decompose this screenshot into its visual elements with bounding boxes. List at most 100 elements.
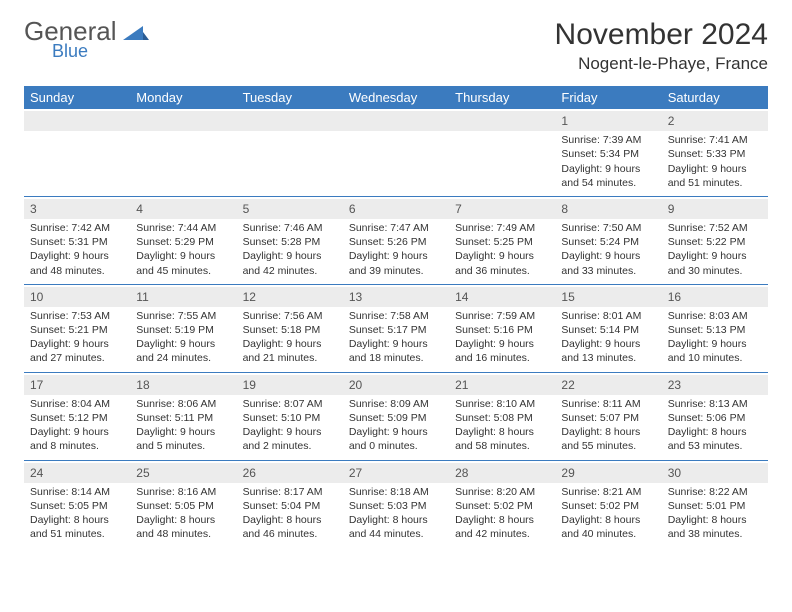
day-sunset: Sunset: 5:11 PM <box>136 411 230 425</box>
calendar-day-cell: 1Sunrise: 7:39 AMSunset: 5:34 PMDaylight… <box>555 109 661 196</box>
calendar-day-cell: 14Sunrise: 7:59 AMSunset: 5:16 PMDayligh… <box>449 284 555 372</box>
day-number: 29 <box>555 463 661 483</box>
day-number-empty <box>130 111 236 131</box>
day-number-empty <box>449 111 555 131</box>
day-daylight: Daylight: 8 hours and 55 minutes. <box>561 425 655 453</box>
day-sunset: Sunset: 5:14 PM <box>561 323 655 337</box>
day-sunrise: Sunrise: 8:06 AM <box>136 397 230 411</box>
brand-mark-icon <box>123 22 149 49</box>
day-sunset: Sunset: 5:19 PM <box>136 323 230 337</box>
day-daylight: Daylight: 9 hours and 0 minutes. <box>349 425 443 453</box>
calendar-day-cell: 9 Sunrise: 7:52 AMSunset: 5:22 PMDaylight… <box>662 196 768 284</box>
day-sunset: Sunset: 5:03 PM <box>349 499 443 513</box>
day-number: 24 <box>24 463 130 483</box>
day-number: 17 <box>24 375 130 395</box>
dayhead-tue: Tuesday <box>237 86 343 109</box>
day-sunrise: Sunrise: 8:14 AM <box>30 485 124 499</box>
day-daylight: Daylight: 8 hours and 48 minutes. <box>136 513 230 541</box>
calendar-day-cell: 5Sunrise: 7:46 AMSunset: 5:28 PMDaylight… <box>237 196 343 284</box>
calendar-day-cell <box>237 109 343 196</box>
day-sunset: Sunset: 5:16 PM <box>455 323 549 337</box>
day-sunset: Sunset: 5:18 PM <box>243 323 337 337</box>
calendar-day-cell: 28Sunrise: 8:20 AMSunset: 5:02 PMDayligh… <box>449 460 555 547</box>
day-number: 19 <box>237 375 343 395</box>
location-label: Nogent-le-Phaye, France <box>555 54 768 74</box>
day-number: 21 <box>449 375 555 395</box>
day-sunrise: Sunrise: 7:59 AM <box>455 309 549 323</box>
day-daylight: Daylight: 8 hours and 40 minutes. <box>561 513 655 541</box>
dayhead-sun: Sunday <box>24 86 130 109</box>
day-sunset: Sunset: 5:25 PM <box>455 235 549 249</box>
month-title: November 2024 <box>555 18 768 52</box>
day-sunset: Sunset: 5:10 PM <box>243 411 337 425</box>
day-number-empty <box>343 111 449 131</box>
calendar-day-cell: 4Sunrise: 7:44 AMSunset: 5:29 PMDaylight… <box>130 196 236 284</box>
calendar-week-row: 3Sunrise: 7:42 AMSunset: 5:31 PMDaylight… <box>24 196 768 284</box>
calendar-day-cell: 10Sunrise: 7:53 AMSunset: 5:21 PMDayligh… <box>24 284 130 372</box>
day-number: 22 <box>555 375 661 395</box>
day-daylight: Daylight: 9 hours and 18 minutes. <box>349 337 443 365</box>
day-sunset: Sunset: 5:04 PM <box>243 499 337 513</box>
day-daylight: Daylight: 9 hours and 27 minutes. <box>30 337 124 365</box>
day-daylight: Daylight: 9 hours and 24 minutes. <box>136 337 230 365</box>
calendar-day-cell <box>343 109 449 196</box>
day-sunset: Sunset: 5:09 PM <box>349 411 443 425</box>
day-daylight: Daylight: 9 hours and 30 minutes. <box>668 249 762 277</box>
day-daylight: Daylight: 9 hours and 2 minutes. <box>243 425 337 453</box>
calendar-day-cell: 20Sunrise: 8:09 AMSunset: 5:09 PMDayligh… <box>343 372 449 460</box>
day-number: 30 <box>662 463 768 483</box>
calendar-day-cell: 29Sunrise: 8:21 AMSunset: 5:02 PMDayligh… <box>555 460 661 547</box>
calendar-day-cell: 24Sunrise: 8:14 AMSunset: 5:05 PMDayligh… <box>24 460 130 547</box>
calendar-day-cell: 23Sunrise: 8:13 AMSunset: 5:06 PMDayligh… <box>662 372 768 460</box>
calendar-day-cell: 13Sunrise: 7:58 AMSunset: 5:17 PMDayligh… <box>343 284 449 372</box>
calendar-day-cell: 3Sunrise: 7:42 AMSunset: 5:31 PMDaylight… <box>24 196 130 284</box>
calendar-day-cell: 12Sunrise: 7:56 AMSunset: 5:18 PMDayligh… <box>237 284 343 372</box>
day-daylight: Daylight: 9 hours and 33 minutes. <box>561 249 655 277</box>
day-daylight: Daylight: 8 hours and 42 minutes. <box>455 513 549 541</box>
day-sunset: Sunset: 5:01 PM <box>668 499 762 513</box>
day-sunrise: Sunrise: 8:11 AM <box>561 397 655 411</box>
day-sunset: Sunset: 5:07 PM <box>561 411 655 425</box>
day-sunrise: Sunrise: 7:47 AM <box>349 221 443 235</box>
day-number: 27 <box>343 463 449 483</box>
calendar-day-cell: 26Sunrise: 8:17 AMSunset: 5:04 PMDayligh… <box>237 460 343 547</box>
day-sunrise: Sunrise: 7:50 AM <box>561 221 655 235</box>
day-daylight: Daylight: 8 hours and 51 minutes. <box>30 513 124 541</box>
day-sunrise: Sunrise: 7:56 AM <box>243 309 337 323</box>
day-sunrise: Sunrise: 8:18 AM <box>349 485 443 499</box>
calendar-week-row: 17Sunrise: 8:04 AMSunset: 5:12 PMDayligh… <box>24 372 768 460</box>
day-sunrise: Sunrise: 7:42 AM <box>30 221 124 235</box>
day-sunrise: Sunrise: 8:07 AM <box>243 397 337 411</box>
day-sunset: Sunset: 5:21 PM <box>30 323 124 337</box>
day-number: 25 <box>130 463 236 483</box>
day-number: 13 <box>343 287 449 307</box>
day-sunrise: Sunrise: 7:46 AM <box>243 221 337 235</box>
day-sunset: Sunset: 5:22 PM <box>668 235 762 249</box>
day-daylight: Daylight: 8 hours and 44 minutes. <box>349 513 443 541</box>
day-daylight: Daylight: 8 hours and 58 minutes. <box>455 425 549 453</box>
day-daylight: Daylight: 9 hours and 16 minutes. <box>455 337 549 365</box>
day-number: 18 <box>130 375 236 395</box>
brand-logo: General Blue <box>24 18 149 60</box>
day-sunrise: Sunrise: 8:17 AM <box>243 485 337 499</box>
day-daylight: Daylight: 9 hours and 5 minutes. <box>136 425 230 453</box>
day-daylight: Daylight: 8 hours and 46 minutes. <box>243 513 337 541</box>
day-sunset: Sunset: 5:29 PM <box>136 235 230 249</box>
day-daylight: Daylight: 9 hours and 13 minutes. <box>561 337 655 365</box>
day-number: 9 <box>662 199 768 219</box>
calendar-day-cell <box>130 109 236 196</box>
day-daylight: Daylight: 9 hours and 45 minutes. <box>136 249 230 277</box>
calendar-header-row: Sunday Monday Tuesday Wednesday Thursday… <box>24 86 768 109</box>
day-number: 4 <box>130 199 236 219</box>
day-number: 20 <box>343 375 449 395</box>
day-sunrise: Sunrise: 7:52 AM <box>668 221 762 235</box>
calendar-table: Sunday Monday Tuesday Wednesday Thursday… <box>24 86 768 547</box>
day-sunrise: Sunrise: 8:13 AM <box>668 397 762 411</box>
day-daylight: Daylight: 9 hours and 51 minutes. <box>668 162 762 190</box>
day-daylight: Daylight: 9 hours and 8 minutes. <box>30 425 124 453</box>
day-sunrise: Sunrise: 8:04 AM <box>30 397 124 411</box>
calendar-day-cell: 6Sunrise: 7:47 AMSunset: 5:26 PMDaylight… <box>343 196 449 284</box>
day-sunrise: Sunrise: 8:22 AM <box>668 485 762 499</box>
day-sunset: Sunset: 5:06 PM <box>668 411 762 425</box>
calendar-day-cell: 2Sunrise: 7:41 AMSunset: 5:33 PMDaylight… <box>662 109 768 196</box>
